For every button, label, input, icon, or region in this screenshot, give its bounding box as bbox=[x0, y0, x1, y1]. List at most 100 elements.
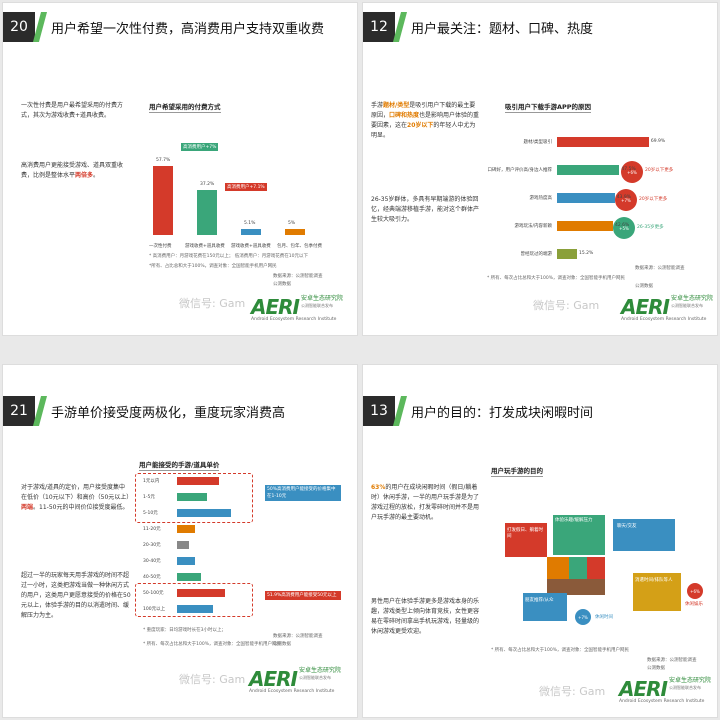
paragraph-2: 26-35岁群体，多具有早期端游的体验回忆，经典端游移植手游，能对这个群体产生较… bbox=[371, 196, 480, 223]
note: * 所有、每次占比总和大于100%，调查对象：全国智能手机用户网民 bbox=[487, 276, 626, 281]
p2-text: 高消费用户更能接受游戏、道具双重收费，比例是整体水平 bbox=[21, 162, 124, 179]
paragraph-1: 63%的用户在成块闲暇时间（假日/躺着时）休闲手游，一半的用户玩手游是为了游戏过… bbox=[371, 483, 483, 523]
bar-value-3: 5.1% bbox=[244, 220, 256, 226]
hbar-value-5: 15.2% bbox=[578, 251, 594, 256]
tag-2: 休闲时间 bbox=[595, 615, 613, 620]
logo-cn: 安卓生态研究院 bbox=[668, 677, 711, 684]
paragraph-1: 对于游戏/道具的定价，用户接受度集中在低价（10元以下）和高价（50元以上） 两端… bbox=[21, 483, 133, 513]
p1b: 题材/类型 bbox=[383, 102, 410, 109]
aeri-logo: AERI 安卓生态研究院 公测智能联合发布 Android Ecosystem Res… bbox=[251, 293, 343, 322]
seg-label-4: 消遣时间/排队等人 bbox=[635, 578, 673, 583]
price-label-4: 11-20元 bbox=[143, 527, 161, 532]
slide-number: 12 bbox=[363, 12, 395, 42]
hbar-value-2: 47.5% bbox=[621, 167, 636, 172]
circle-5pct: +5% bbox=[613, 217, 635, 239]
circle-tag-3: 26-35岁更多 bbox=[637, 225, 664, 230]
callout-high-1: 高消费用户+7% bbox=[181, 143, 219, 151]
aeri-logo: AERI 安卓生态研究院 公测智能联合发布 Android Ecosystem Res… bbox=[249, 665, 341, 694]
p2-highlight: 两倍多 bbox=[75, 172, 94, 179]
source-2: 公测数据 bbox=[273, 282, 291, 287]
price-label-8: 50-100元 bbox=[143, 591, 164, 596]
p1c: 是吸引用户下载的最主要原因， bbox=[371, 102, 476, 119]
green-stripe bbox=[32, 396, 48, 426]
bar-value-2: 37.2% bbox=[200, 182, 215, 188]
paragraph-2: 高消费用户更能接受游戏、道具双重收费，比例是整体水平两倍多。 bbox=[21, 161, 131, 181]
seg-label-2: 体验乐趣/缓解压力 bbox=[555, 518, 593, 523]
slide-title: 用户希望一次性付费，高消费用户支持双重收费 bbox=[51, 21, 325, 37]
logo-sub: Android Ecosystem Research Institute bbox=[619, 699, 705, 704]
bar-1 bbox=[153, 165, 173, 235]
price-label-7: 40-50元 bbox=[143, 575, 161, 580]
price-bar-4 bbox=[177, 525, 195, 533]
hbar-value-4: 42.6% bbox=[614, 223, 630, 228]
p1g: 的年轻人中尤为明显。 bbox=[371, 122, 476, 139]
slide-number: 13 bbox=[363, 396, 395, 426]
watermark: 微信号: Gam bbox=[179, 297, 246, 310]
logo-cn2: 公测智能联合发布 bbox=[298, 675, 331, 680]
source-2: 公测数据 bbox=[273, 642, 291, 647]
circle-plus-6: +6% bbox=[687, 583, 703, 599]
chart-title: 用户能接受的手游/道具单价 bbox=[139, 461, 220, 471]
legend-1: * 高消费用户：月游戏花费在150元以上； bbox=[149, 254, 234, 259]
green-stripe bbox=[392, 396, 408, 426]
slide-title: 用户最关注：题材、口碑、热度 bbox=[411, 21, 594, 37]
slide-21: 21 手游单价接受度两极化，重度玩家消费高 对于游戏/道具的定价，用户接受度集中… bbox=[2, 364, 358, 718]
slide-header: 13 用户的目的：打发成块闲暇时间 bbox=[363, 395, 717, 427]
seg-center-3 bbox=[587, 557, 605, 579]
logo-cn2: 公测智能联合发布 bbox=[670, 303, 703, 308]
bar-label-4: 包月、包年、包季付费 bbox=[277, 244, 322, 249]
treemap-diagram bbox=[505, 515, 681, 621]
p1a: 手游 bbox=[371, 102, 384, 109]
note: * 所有、每次占比总和大于100%，调查对象：全国智能手机用户网民 bbox=[143, 642, 282, 647]
p1d: 口碑和热度 bbox=[389, 112, 420, 119]
logo-cn-wrap: 安卓生态研究院 公测智能联合发布 bbox=[299, 665, 341, 681]
paragraph-1: 手游题材/类型是吸引用户下载的最主要原因，口碑和热度也是影响用户体验的重要因素，… bbox=[371, 101, 481, 141]
slide-12: 12 用户最关注：题材、口碑、热度 手游题材/类型是吸引用户下载的最主要原因，口… bbox=[362, 2, 718, 336]
bar-2 bbox=[197, 190, 217, 235]
price-label-5: 20-30元 bbox=[143, 543, 161, 548]
circle-7pct: +7% bbox=[615, 189, 637, 211]
bar-label-2: 游戏收费+道具收费 bbox=[185, 244, 225, 249]
logo-mark: AERI bbox=[619, 677, 668, 701]
callout-high-2: 高消费用户+7.1% bbox=[225, 183, 267, 191]
bar-label-1: 一次性付费 bbox=[149, 244, 172, 249]
logo-sub: Android Ecosystem Research Institute bbox=[249, 689, 335, 694]
price-label-1: 1元以内 bbox=[143, 479, 160, 484]
price-label-2: 1-5元 bbox=[143, 495, 155, 500]
logo-sub: Android Ecosystem Research Institute bbox=[251, 317, 337, 322]
dash-box-bottom bbox=[135, 583, 253, 617]
p1b: 两端 bbox=[21, 504, 34, 511]
source: 数据来源：公测智能调查 bbox=[647, 658, 697, 663]
hbar-1 bbox=[557, 137, 649, 147]
p1c: 。11-50元的中间价位接受度最低。 bbox=[33, 504, 129, 511]
p1a: 63% bbox=[371, 484, 386, 491]
source: 数据来源：公测智能调查 bbox=[635, 266, 685, 271]
logo-cn2: 公测智能联合发布 bbox=[300, 303, 333, 308]
slide-header: 20 用户希望一次性付费，高消费用户支持双重收费 bbox=[3, 11, 357, 43]
note: * 所有、每次占比总和大于100%，调查对象：全国智能手机用户网民 bbox=[491, 648, 630, 653]
bar-4 bbox=[285, 229, 305, 235]
logo-cn: 安卓生态研究院 bbox=[298, 667, 341, 674]
logo-cn: 安卓生态研究院 bbox=[670, 295, 713, 302]
logo-sub: Android Ecosystem Research Institute bbox=[621, 317, 707, 322]
aeri-logo: AERI 安卓生态研究院 公测智能联合发布 Android Ecosystem Res… bbox=[621, 293, 713, 322]
p1a: 对于游戏/道具的定价，用户接受度集中在低价（10元以下）和高价（50元以上） bbox=[21, 484, 133, 501]
logo-mark: AERI bbox=[621, 295, 670, 319]
hbar-label-3: 游戏热度高 bbox=[529, 196, 553, 201]
aeri-logo: AERI 安卓生态研究院 公测智能联合发布 Android Ecosystem Res… bbox=[619, 675, 711, 704]
price-bar-1 bbox=[177, 477, 219, 485]
slide-number: 20 bbox=[3, 12, 35, 42]
seg-red bbox=[505, 523, 547, 557]
callout-low: 50%高消费用户能接受的价格集中在1-10元 bbox=[265, 485, 341, 501]
paragraph-2: 男性用户在体验手游更多是游戏本身的乐趣，游戏类型上倾向体育竞技，女性更容易在零碎… bbox=[371, 598, 480, 635]
price-bar-5 bbox=[177, 541, 189, 549]
price-bar-2 bbox=[177, 493, 207, 501]
legend: * 重度玩家：日均游戏时长在3小时以上； bbox=[143, 628, 227, 633]
circle-tag-1: 20岁以下更多 bbox=[645, 168, 674, 173]
slide-20: 20 用户希望一次性付费，高消费用户支持双重收费 一次性付费是用户最希望采用的付… bbox=[2, 2, 358, 336]
slide-number: 21 bbox=[3, 396, 35, 426]
hbar-label-4: 游戏玩法/内容新颖 bbox=[514, 224, 552, 229]
callout-high: 51.9%高消费用户能接受50元以上 bbox=[265, 591, 341, 600]
hbar-label-2: 口碑好，用户评价高/身边人推荐 bbox=[487, 168, 552, 173]
price-label-3: 5-10元 bbox=[143, 511, 158, 516]
